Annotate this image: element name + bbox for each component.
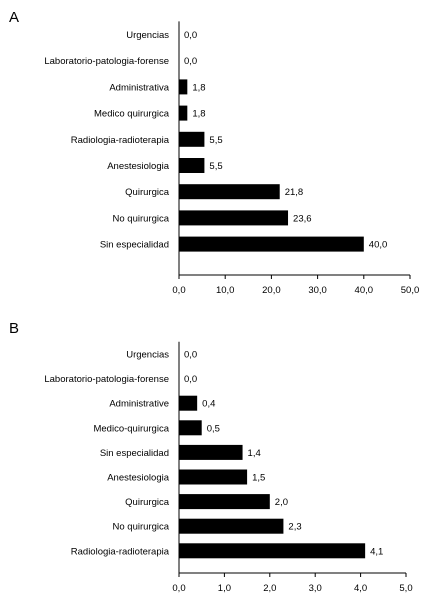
category-label: Administrativa [109, 82, 169, 93]
x-tick-label: 0,0 [172, 583, 185, 594]
bar [179, 420, 202, 436]
bar [179, 444, 243, 460]
x-tick-label: 3,0 [309, 583, 322, 594]
value-label: 1,5 [252, 473, 265, 484]
bar [179, 236, 364, 252]
value-label: 5,5 [209, 161, 222, 172]
category-label: Anestesiologia [107, 473, 170, 484]
category-label: Quirurgica [125, 497, 170, 508]
x-tick-label: 2,0 [263, 583, 276, 594]
category-label: Administrative [109, 399, 169, 410]
value-label: 1,8 [192, 109, 205, 120]
bar [179, 518, 284, 534]
value-label: 0,5 [207, 423, 220, 434]
x-tick-label: 10,0 [216, 285, 235, 296]
category-label: Medico-quirurgica [93, 423, 169, 434]
bar [179, 494, 270, 510]
bar [179, 469, 248, 485]
value-label: 23,6 [293, 213, 312, 224]
category-label: Sin especialidad [100, 448, 169, 459]
x-tick-label: 50,0 [401, 285, 420, 296]
category-label: Radiologia-radioterapia [71, 546, 170, 557]
x-tick-label: 20,0 [262, 285, 281, 296]
x-tick-label: 0,0 [172, 285, 185, 296]
panel-a-chart: A Urgencias 0,0 Laboratorio-patologia-foren… [9, 9, 419, 296]
category-label: No quirurgica [113, 522, 170, 533]
category-label: Medico quirurgica [94, 109, 170, 120]
value-label: 0,0 [184, 350, 197, 361]
panel-b-chart: B Urgencias 0,0 Laboratorio-patologia-foren… [9, 320, 413, 594]
category-label: No quirurgica [113, 213, 170, 224]
value-label: 4,1 [370, 546, 383, 557]
bar [179, 105, 188, 121]
value-label: 0,4 [202, 399, 215, 410]
value-label: 40,0 [369, 240, 388, 251]
category-label: Urgencias [126, 350, 169, 361]
value-label: 0,0 [184, 30, 197, 41]
x-tick-label: 4,0 [354, 583, 367, 594]
category-label: Quirurgica [125, 187, 170, 198]
value-label: 0,0 [184, 374, 197, 385]
value-label: 2,3 [288, 522, 301, 533]
value-label: 21,8 [285, 187, 304, 198]
panel-letter: B [9, 320, 19, 337]
category-label: Laboratorio-patologia-forense [44, 374, 169, 385]
value-label: 1,4 [248, 448, 261, 459]
value-label: 2,0 [275, 497, 288, 508]
panel-letter: A [9, 9, 19, 26]
bar [179, 79, 188, 95]
bar [179, 131, 205, 147]
bar [179, 395, 198, 411]
category-label: Laboratorio-patologia-forense [44, 56, 169, 67]
x-tick-label: 40,0 [355, 285, 374, 296]
value-label: 0,0 [184, 56, 197, 67]
category-label: Radiologia-radioterapia [71, 135, 170, 146]
bar [179, 184, 280, 200]
bar [179, 543, 366, 559]
x-tick-label: 1,0 [218, 583, 231, 594]
value-label: 1,8 [192, 82, 205, 93]
x-tick-label: 5,0 [399, 583, 412, 594]
category-label: Sin especialidad [100, 240, 169, 251]
bar [179, 158, 205, 173]
category-label: Anestesiologia [107, 161, 170, 172]
value-label: 5,5 [209, 135, 222, 146]
category-label: Urgencias [126, 30, 169, 41]
bar [179, 210, 289, 226]
x-tick-label: 30,0 [308, 285, 327, 296]
